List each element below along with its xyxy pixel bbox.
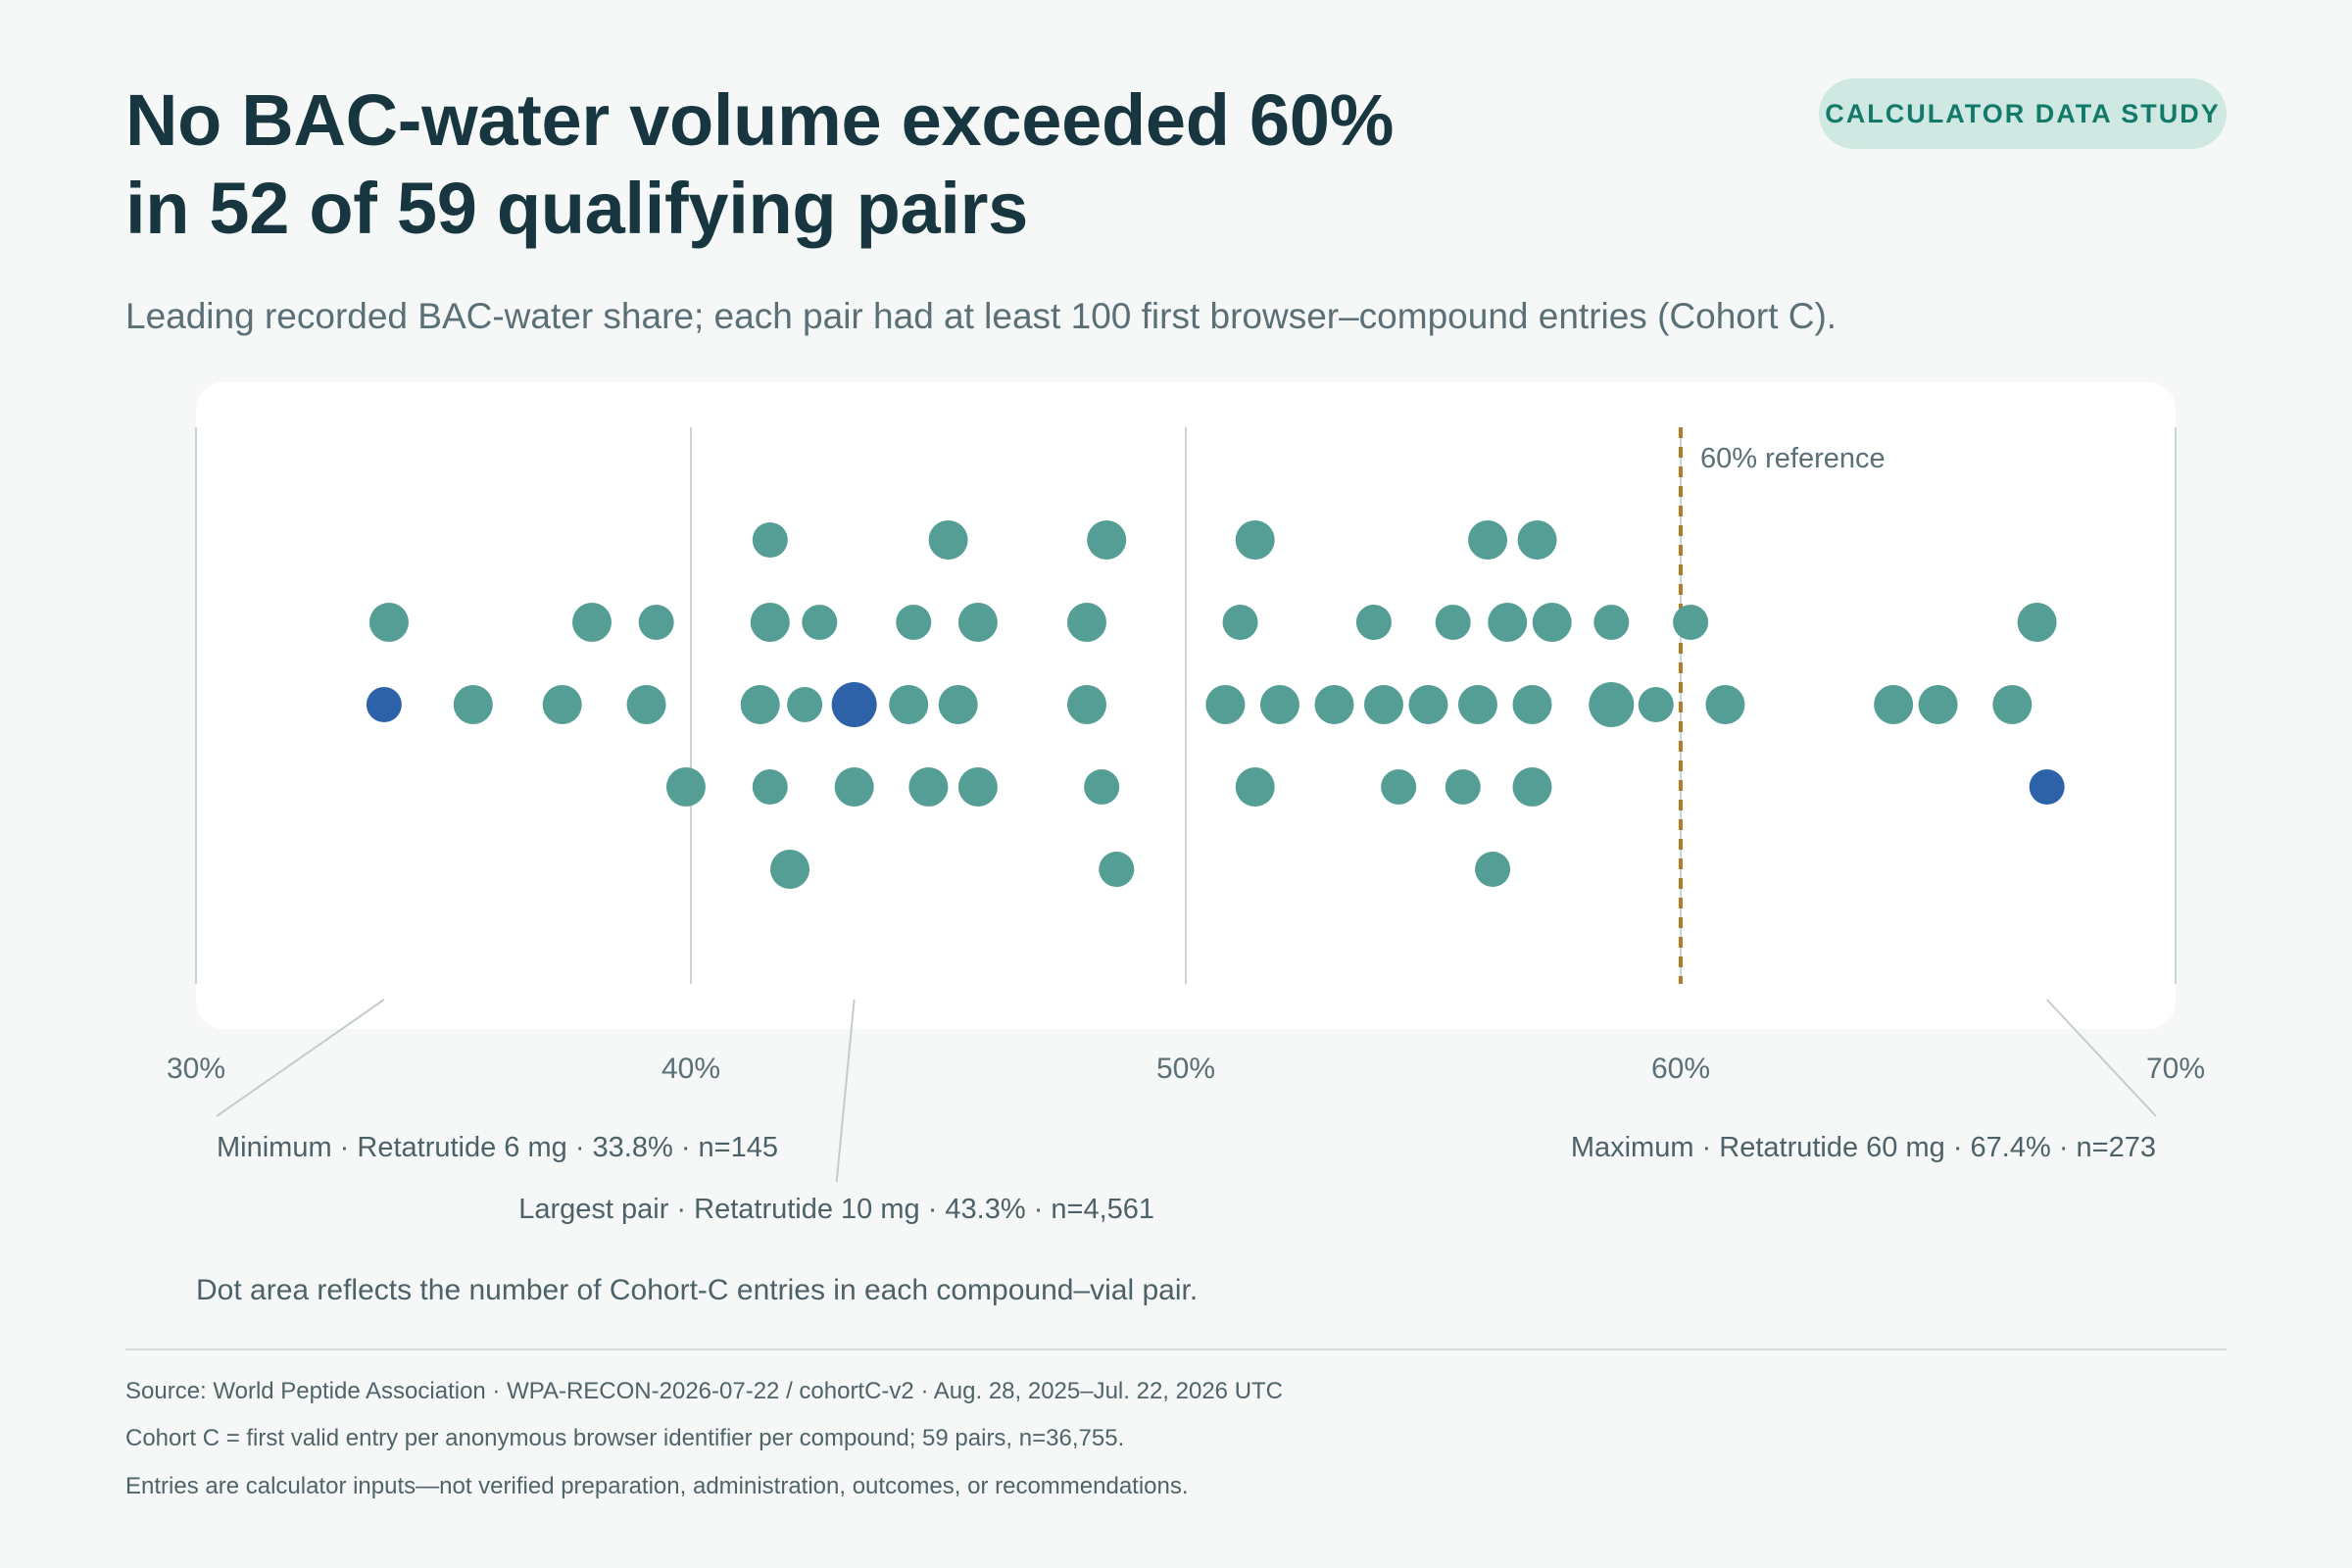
data-dot bbox=[770, 850, 809, 889]
data-dot bbox=[1364, 685, 1403, 724]
data-dot bbox=[1457, 685, 1497, 724]
data-dot bbox=[1259, 685, 1299, 724]
x-tick-label-40: 40% bbox=[662, 1053, 720, 1085]
chart-title: No BAC-water volume exceeded 60% in 52 o… bbox=[125, 76, 1394, 253]
data-dot bbox=[368, 603, 409, 642]
highlight-dot bbox=[831, 682, 877, 727]
data-dot bbox=[1475, 852, 1511, 887]
data-dot bbox=[572, 603, 612, 642]
source-line: Source: World Peptide Association · WPA-… bbox=[125, 1378, 1284, 1404]
data-dot bbox=[665, 767, 706, 807]
data-dot bbox=[1381, 769, 1417, 805]
data-dot bbox=[1099, 852, 1135, 887]
data-dot bbox=[908, 767, 949, 807]
cohort-definition-line: Cohort C = first valid entry per anonymo… bbox=[125, 1425, 1125, 1451]
data-dot bbox=[896, 605, 932, 640]
data-dot bbox=[453, 685, 493, 724]
data-dot bbox=[938, 685, 978, 724]
data-dot bbox=[889, 685, 929, 724]
data-dot bbox=[542, 685, 582, 724]
data-dot bbox=[752, 769, 788, 805]
data-dot bbox=[1705, 685, 1745, 724]
data-dot bbox=[1532, 603, 1572, 642]
highlight-dot bbox=[366, 687, 402, 722]
data-dot bbox=[1512, 767, 1552, 807]
data-dot bbox=[1067, 603, 1106, 642]
data-dot bbox=[1408, 685, 1448, 724]
data-dot bbox=[957, 603, 998, 642]
data-dot bbox=[1222, 605, 1258, 640]
data-dot bbox=[1435, 605, 1471, 640]
data-dot bbox=[752, 522, 788, 558]
data-dot bbox=[1235, 520, 1275, 560]
data-dot bbox=[1517, 520, 1557, 560]
x-tick-label-30: 30% bbox=[167, 1053, 225, 1085]
annotation-label-0: Minimum · Retatrutide 6 mg · 33.8% · n=1… bbox=[217, 1132, 778, 1163]
data-dot bbox=[1589, 682, 1635, 727]
x-tick-label-50: 50% bbox=[1156, 1053, 1215, 1085]
data-dot bbox=[626, 685, 666, 724]
data-dot bbox=[638, 605, 674, 640]
data-dot bbox=[802, 605, 838, 640]
data-dot bbox=[1205, 685, 1246, 724]
data-dot bbox=[957, 767, 998, 807]
reference-label: 60% reference bbox=[1700, 443, 1886, 474]
data-dot bbox=[1067, 685, 1106, 724]
data-dot bbox=[1087, 520, 1127, 560]
data-dot bbox=[787, 687, 823, 722]
data-dot bbox=[834, 767, 874, 807]
annotation-leader-0 bbox=[216, 999, 385, 1117]
data-dot bbox=[1593, 605, 1630, 640]
dot-size-note: Dot area reflects the number of Cohort-C… bbox=[196, 1274, 1199, 1306]
data-dot bbox=[2017, 603, 2057, 642]
highlight-dot bbox=[2029, 769, 2065, 805]
data-dot bbox=[1918, 685, 1958, 724]
x-tick-label-70: 70% bbox=[2146, 1053, 2205, 1085]
annotation-leader-2 bbox=[2045, 999, 2157, 1117]
disclaimer-line: Entries are calculator inputs—not verifi… bbox=[125, 1473, 1189, 1499]
x-tick-label-60: 60% bbox=[1651, 1053, 1710, 1085]
data-dot bbox=[1512, 685, 1552, 724]
chart-subtitle: Leading recorded BAC-water share; each p… bbox=[125, 296, 1838, 336]
data-dot bbox=[1445, 769, 1481, 805]
title-line-1: No BAC-water volume exceeded 60% bbox=[125, 79, 1395, 161]
footer-divider bbox=[125, 1348, 2227, 1350]
data-dot bbox=[1468, 520, 1508, 560]
data-dot bbox=[1673, 605, 1709, 640]
data-dot bbox=[928, 520, 968, 560]
data-dot bbox=[1992, 685, 2033, 724]
data-dot bbox=[740, 685, 780, 724]
study-badge: CALCULATOR DATA STUDY bbox=[1819, 78, 2227, 149]
data-dot bbox=[750, 603, 790, 642]
annotation-label-1: Largest pair · Retatrutide 10 mg · 43.3%… bbox=[518, 1194, 1154, 1225]
data-dot bbox=[1638, 687, 1674, 722]
data-dot bbox=[1314, 685, 1354, 724]
data-dot bbox=[1874, 685, 1914, 724]
title-line-2: in 52 of 59 qualifying pairs bbox=[125, 168, 1028, 249]
data-dot bbox=[1488, 603, 1528, 642]
data-dot bbox=[1235, 767, 1275, 807]
data-dot bbox=[1084, 769, 1120, 805]
annotation-leader-1 bbox=[835, 999, 856, 1183]
data-dot bbox=[1355, 605, 1392, 640]
annotation-label-2: Maximum · Retatrutide 60 mg · 67.4% · n=… bbox=[1571, 1132, 2156, 1163]
